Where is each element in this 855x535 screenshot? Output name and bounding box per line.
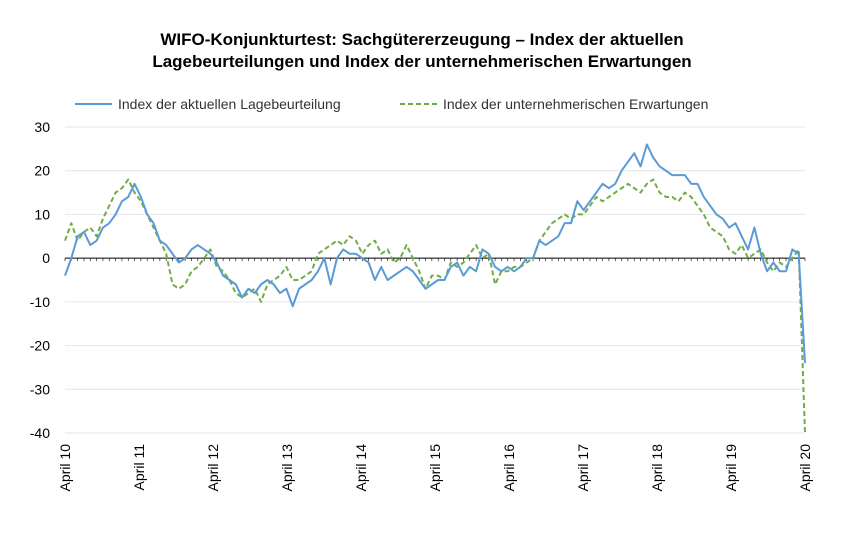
chart-title-line-2: Lagebeurteilungen und Index der unterneh… <box>152 52 691 71</box>
x-tick-label: April 15 <box>427 444 443 492</box>
x-tick-label: April 13 <box>279 444 295 492</box>
x-tick-label: April 10 <box>57 444 73 492</box>
x-tick-label: April 17 <box>575 444 591 492</box>
x-tick-label: April 18 <box>649 444 665 492</box>
series-lines <box>64 143 806 434</box>
series-line-lagebeurteilung <box>64 143 806 364</box>
y-axis-ticks: 30 20 10 0 -10 -20 -30 -40 <box>30 119 50 441</box>
chart-title-line-1: WIFO-Konjunkturtest: Sachgütererzeugung … <box>160 30 683 49</box>
y-tick-label: -30 <box>30 381 50 397</box>
legend-label-erwartungen: Index der unternehmerischen Erwartungen <box>443 96 708 112</box>
series-line-erwartungen <box>64 178 806 434</box>
y-tick-label: -40 <box>30 425 50 441</box>
y-tick-label: -10 <box>30 294 50 310</box>
zero-axis <box>64 257 806 262</box>
y-tick-label: 0 <box>42 250 50 266</box>
x-tick-label: April 20 <box>797 444 813 492</box>
y-tick-label: 20 <box>34 163 50 179</box>
gridlines <box>65 126 805 434</box>
x-tick-label: April 14 <box>353 444 369 492</box>
x-tick-label: April 11 <box>131 444 147 491</box>
x-axis-ticks: April 10 April 11 April 12 April 13 April 14… <box>57 444 813 492</box>
x-tick-label: April 16 <box>501 444 517 492</box>
legend: Index der aktuellen Lagebeurteilung Inde… <box>75 96 708 112</box>
y-tick-label: -20 <box>30 338 50 354</box>
x-tick-label: April 19 <box>723 444 739 492</box>
y-tick-label: 30 <box>34 119 50 135</box>
y-tick-label: 10 <box>34 206 50 222</box>
x-tick-label: April 12 <box>205 444 221 492</box>
legend-label-lage: Index der aktuellen Lagebeurteilung <box>118 96 341 112</box>
